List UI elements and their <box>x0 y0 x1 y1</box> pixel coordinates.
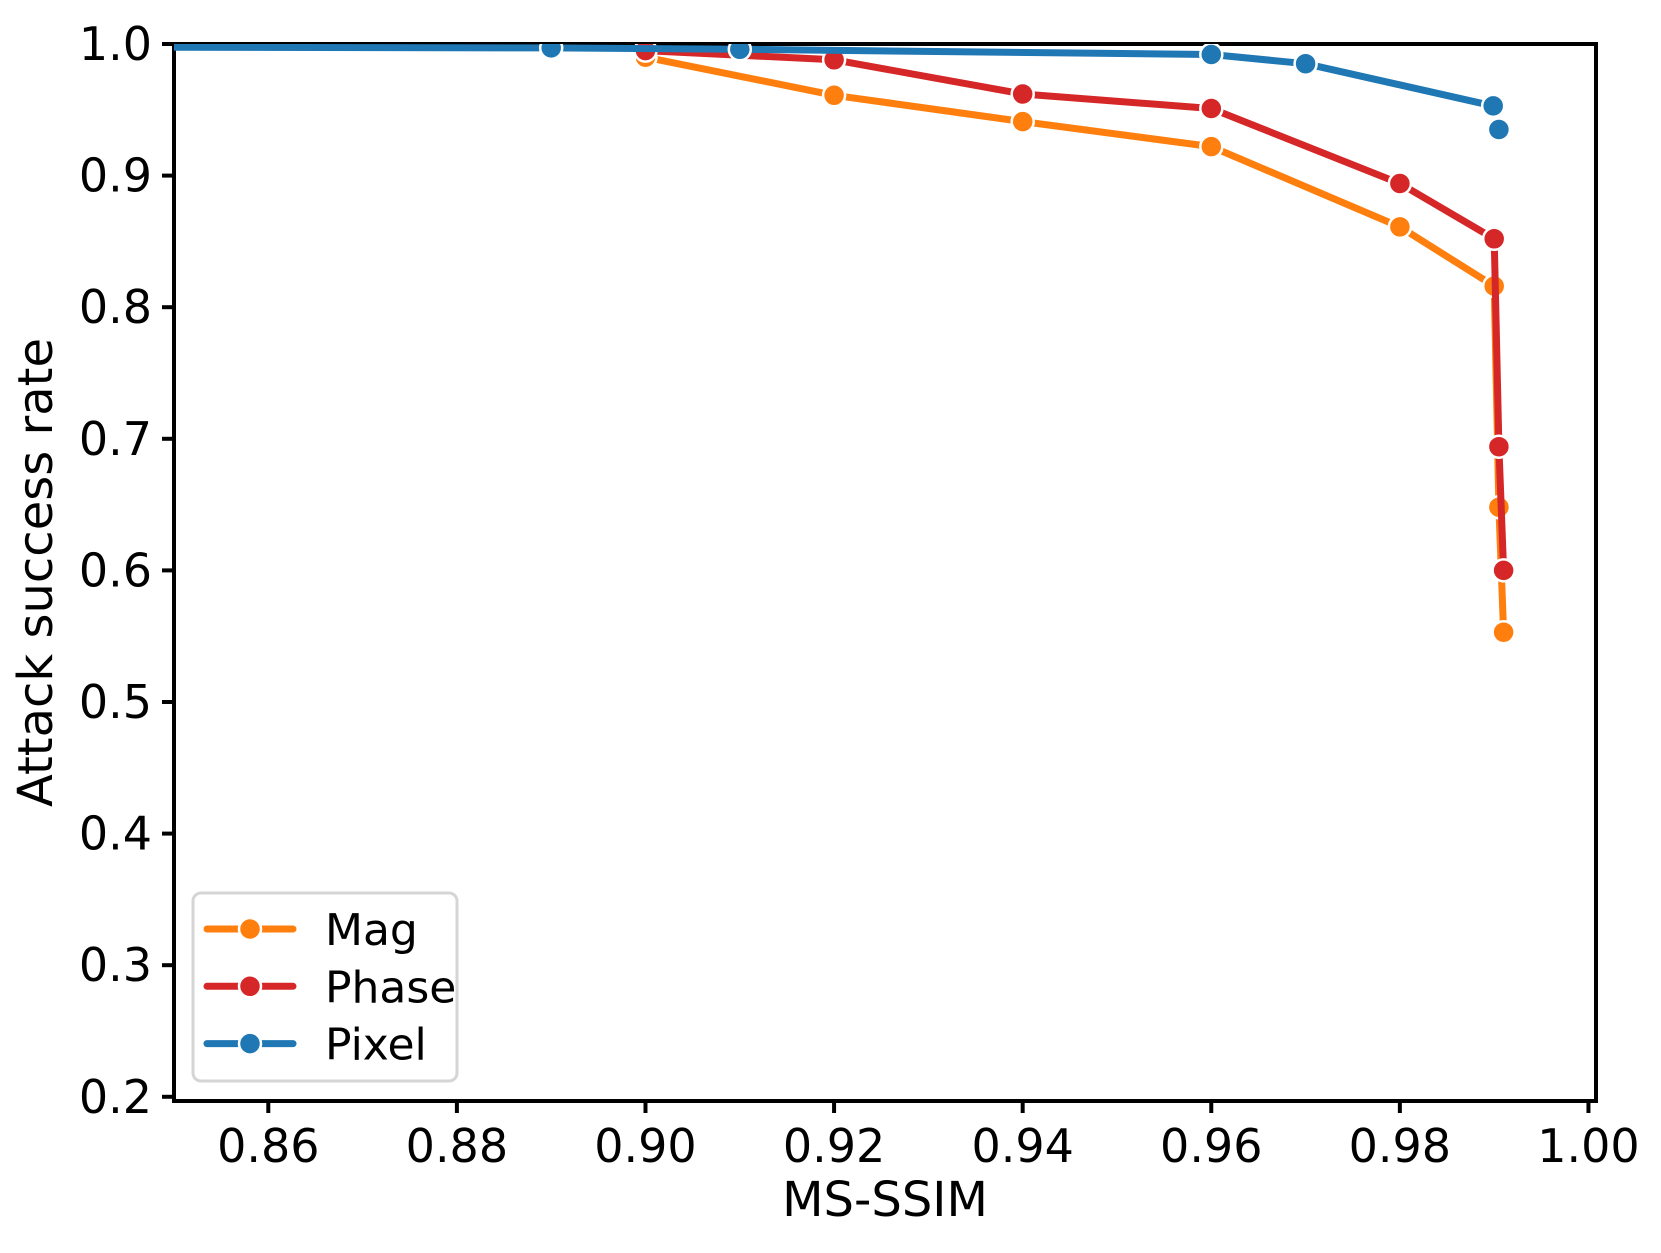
legend-item-pixel: Pixel <box>203 1020 427 1071</box>
y-tick-label: 0.2 <box>79 1070 152 1124</box>
y-tick-label: 1.0 <box>79 17 152 71</box>
y-tick-label: 0.8 <box>79 280 152 334</box>
legend-swatch-marker <box>237 974 263 999</box>
series-phase-marker <box>1010 81 1035 107</box>
series-mag-marker <box>1491 619 1516 645</box>
series-phase-marker <box>1387 171 1413 196</box>
legend-swatch-marker <box>237 1031 263 1056</box>
x-axis-label: MS-SSIM <box>782 1172 988 1228</box>
legend-box <box>191 891 459 1083</box>
x-tick-label: 0.88 <box>406 1119 508 1173</box>
series-pixel-marker <box>538 44 564 61</box>
series-mag-marker <box>1010 109 1035 134</box>
x-tick-label: 0.96 <box>1160 1119 1262 1173</box>
series-pixel-marker <box>1480 93 1506 119</box>
x-tick-label: 0.92 <box>783 1119 885 1173</box>
series-phase-marker <box>1491 558 1516 583</box>
series-pixel-marker <box>1293 51 1318 76</box>
y-tick-label: 0.9 <box>79 149 152 203</box>
x-tick-label: 0.98 <box>1349 1119 1451 1173</box>
series-phase-marker <box>1486 434 1512 459</box>
legend-item-phase: Phase <box>203 962 456 1013</box>
x-tick-label: 0.94 <box>971 1119 1073 1173</box>
y-axis-label: Attack success rate <box>8 338 64 807</box>
series-phase-marker <box>821 47 847 73</box>
x-tick-label: 1.00 <box>1537 1119 1639 1173</box>
y-tick-label: 0.3 <box>79 938 152 992</box>
legend-item-mag: Mag <box>203 905 418 956</box>
series-pixel-marker <box>727 44 753 62</box>
series-phase-marker <box>1199 96 1224 121</box>
legend-label: Mag <box>325 905 418 956</box>
series-mag-marker <box>1387 214 1413 240</box>
legend-swatch-marker <box>237 916 263 942</box>
series-mag-marker <box>1199 134 1224 159</box>
series-phase-line <box>642 47 1508 574</box>
series-phase-marker <box>1481 226 1507 252</box>
y-tick-label: 0.6 <box>79 543 152 597</box>
legend: Mag Phase Pixel <box>191 891 459 1083</box>
series-mag-marker <box>821 83 847 108</box>
y-tick-label: 0.5 <box>79 675 152 729</box>
series-phase <box>633 44 1516 583</box>
y-tick-label: 0.7 <box>79 412 152 466</box>
series-pixel <box>174 44 1512 142</box>
plot-frame <box>172 42 1598 1103</box>
x-tick-label: 0.86 <box>217 1119 319 1173</box>
legend-label: Pixel <box>325 1020 427 1071</box>
series-pixel-marker <box>1486 117 1512 142</box>
x-tick-label: 0.90 <box>594 1119 696 1173</box>
legend-label: Phase <box>325 962 456 1013</box>
y-tick-label: 0.4 <box>79 807 152 861</box>
series-pixel-marker <box>1199 44 1224 67</box>
